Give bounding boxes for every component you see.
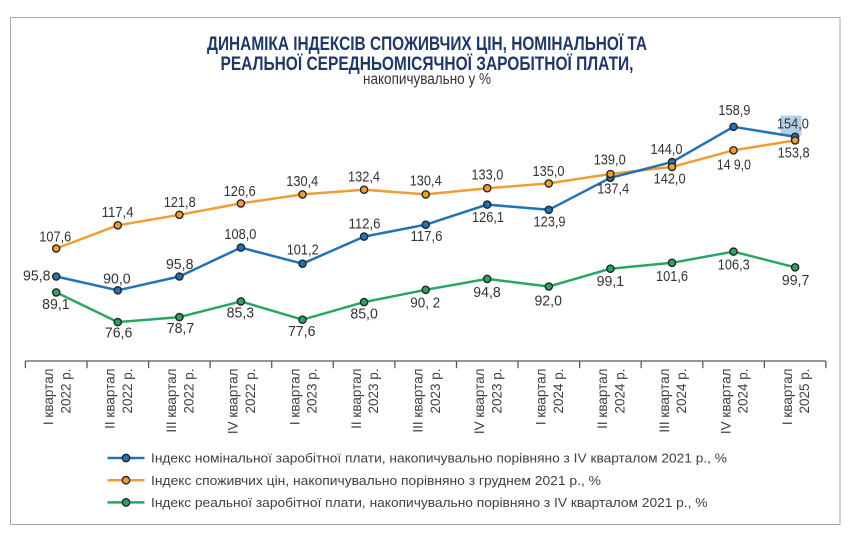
svg-text:89,1: 89,1 xyxy=(42,297,70,313)
svg-text:153,8: 153,8 xyxy=(778,146,810,162)
svg-text:121,8: 121,8 xyxy=(164,195,196,211)
svg-text:ДИНАМІКА ІНДЕКСІВ СПОЖИВЧИХ ЦІ: ДИНАМІКА ІНДЕКСІВ СПОЖИВЧИХ ЦІН, НОМІНАЛ… xyxy=(207,32,647,55)
svg-text:95,8: 95,8 xyxy=(166,257,194,273)
svg-text:123,9: 123,9 xyxy=(534,215,566,231)
svg-text:77,6: 77,6 xyxy=(288,324,316,340)
svg-text:99,1: 99,1 xyxy=(597,274,625,290)
svg-text:108,0: 108,0 xyxy=(224,227,256,243)
svg-text:107,6: 107,6 xyxy=(39,230,71,246)
svg-text:90, 2: 90, 2 xyxy=(410,296,440,312)
svg-text:130,4: 130,4 xyxy=(286,174,318,190)
svg-text:101,6: 101,6 xyxy=(656,269,688,285)
svg-text:Індекс споживчих цін, накопичу: Індекс споживчих цін, накопичувально пор… xyxy=(151,473,601,488)
svg-text:135,0: 135,0 xyxy=(533,164,565,180)
svg-text:101,2: 101,2 xyxy=(287,243,319,259)
svg-text:Індекс реальної заробітної пла: Індекс реальної заробітної плати, накопи… xyxy=(151,495,708,510)
svg-text:95,8: 95,8 xyxy=(23,268,51,284)
svg-text:106,3: 106,3 xyxy=(718,258,750,274)
svg-text:РЕАЛЬНОЇ СЕРЕДНЬОМІСЯЧНОЇ ЗАРО: РЕАЛЬНОЇ СЕРЕДНЬОМІСЯЧНОЇ ЗАРОБІТНОЇ ПЛА… xyxy=(221,52,634,75)
svg-text:85,3: 85,3 xyxy=(227,306,255,322)
svg-text:14 9,0: 14 9,0 xyxy=(717,157,751,173)
svg-text:126,1: 126,1 xyxy=(472,210,504,226)
svg-text:78,7: 78,7 xyxy=(167,321,195,337)
svg-text:144,0: 144,0 xyxy=(651,142,683,158)
svg-text:85,0: 85,0 xyxy=(350,306,378,322)
svg-text:92,0: 92,0 xyxy=(534,293,562,309)
svg-text:142,0: 142,0 xyxy=(654,172,686,188)
svg-text:158,9: 158,9 xyxy=(718,103,750,119)
svg-text:137,4: 137,4 xyxy=(597,181,629,197)
svg-text:накопичувально у %: накопичувально у % xyxy=(363,71,491,88)
svg-text:132,4: 132,4 xyxy=(348,169,380,185)
svg-text:130,4: 130,4 xyxy=(410,174,442,190)
svg-text:154,0: 154,0 xyxy=(777,117,809,133)
svg-text:Індекс номінальної заробітної: Індекс номінальної заробітної плати, нак… xyxy=(151,451,727,466)
svg-text:112,6: 112,6 xyxy=(349,216,381,232)
svg-text:117,6: 117,6 xyxy=(411,229,443,245)
svg-text:126,6: 126,6 xyxy=(224,184,256,200)
svg-text:139,0: 139,0 xyxy=(594,153,626,169)
svg-text:76,6: 76,6 xyxy=(105,326,133,342)
svg-text:133,0: 133,0 xyxy=(471,168,503,184)
svg-text:117,4: 117,4 xyxy=(102,205,134,221)
svg-text:99,7: 99,7 xyxy=(782,273,810,289)
svg-text:90,0: 90,0 xyxy=(103,271,131,287)
svg-text:94,8: 94,8 xyxy=(473,285,501,301)
